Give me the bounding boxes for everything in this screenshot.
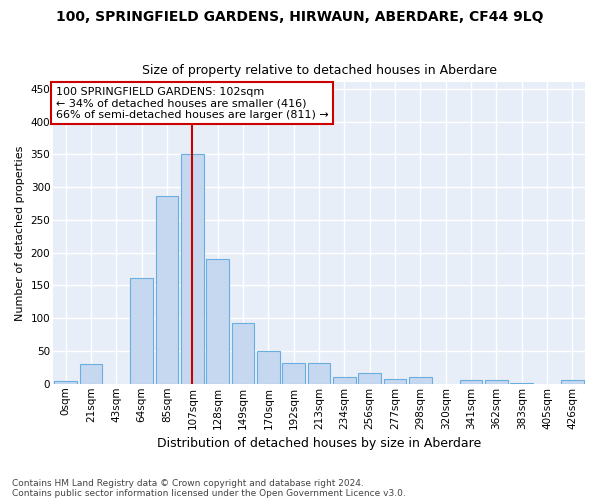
Bar: [206, 258, 229, 384]
Bar: [358, 374, 381, 384]
Bar: [130, 278, 153, 384]
Bar: [409, 377, 432, 384]
Bar: [257, 351, 280, 384]
Text: Contains HM Land Registry data © Crown copyright and database right 2024.: Contains HM Land Registry data © Crown c…: [12, 478, 364, 488]
Bar: [561, 380, 584, 384]
Bar: [485, 380, 508, 384]
Bar: [155, 196, 178, 384]
Bar: [510, 383, 533, 384]
Text: Contains public sector information licensed under the Open Government Licence v3: Contains public sector information licen…: [12, 488, 406, 498]
Text: 100, SPRINGFIELD GARDENS, HIRWAUN, ABERDARE, CF44 9LQ: 100, SPRINGFIELD GARDENS, HIRWAUN, ABERD…: [56, 10, 544, 24]
Bar: [308, 364, 331, 384]
X-axis label: Distribution of detached houses by size in Aberdare: Distribution of detached houses by size …: [157, 437, 481, 450]
Bar: [232, 323, 254, 384]
Bar: [80, 364, 103, 384]
Bar: [460, 380, 482, 384]
Bar: [283, 364, 305, 384]
Bar: [181, 154, 204, 384]
Bar: [333, 376, 356, 384]
Bar: [55, 381, 77, 384]
Bar: [383, 379, 406, 384]
Y-axis label: Number of detached properties: Number of detached properties: [15, 146, 25, 320]
Title: Size of property relative to detached houses in Aberdare: Size of property relative to detached ho…: [142, 64, 497, 77]
Text: 100 SPRINGFIELD GARDENS: 102sqm
← 34% of detached houses are smaller (416)
66% o: 100 SPRINGFIELD GARDENS: 102sqm ← 34% of…: [56, 87, 328, 120]
